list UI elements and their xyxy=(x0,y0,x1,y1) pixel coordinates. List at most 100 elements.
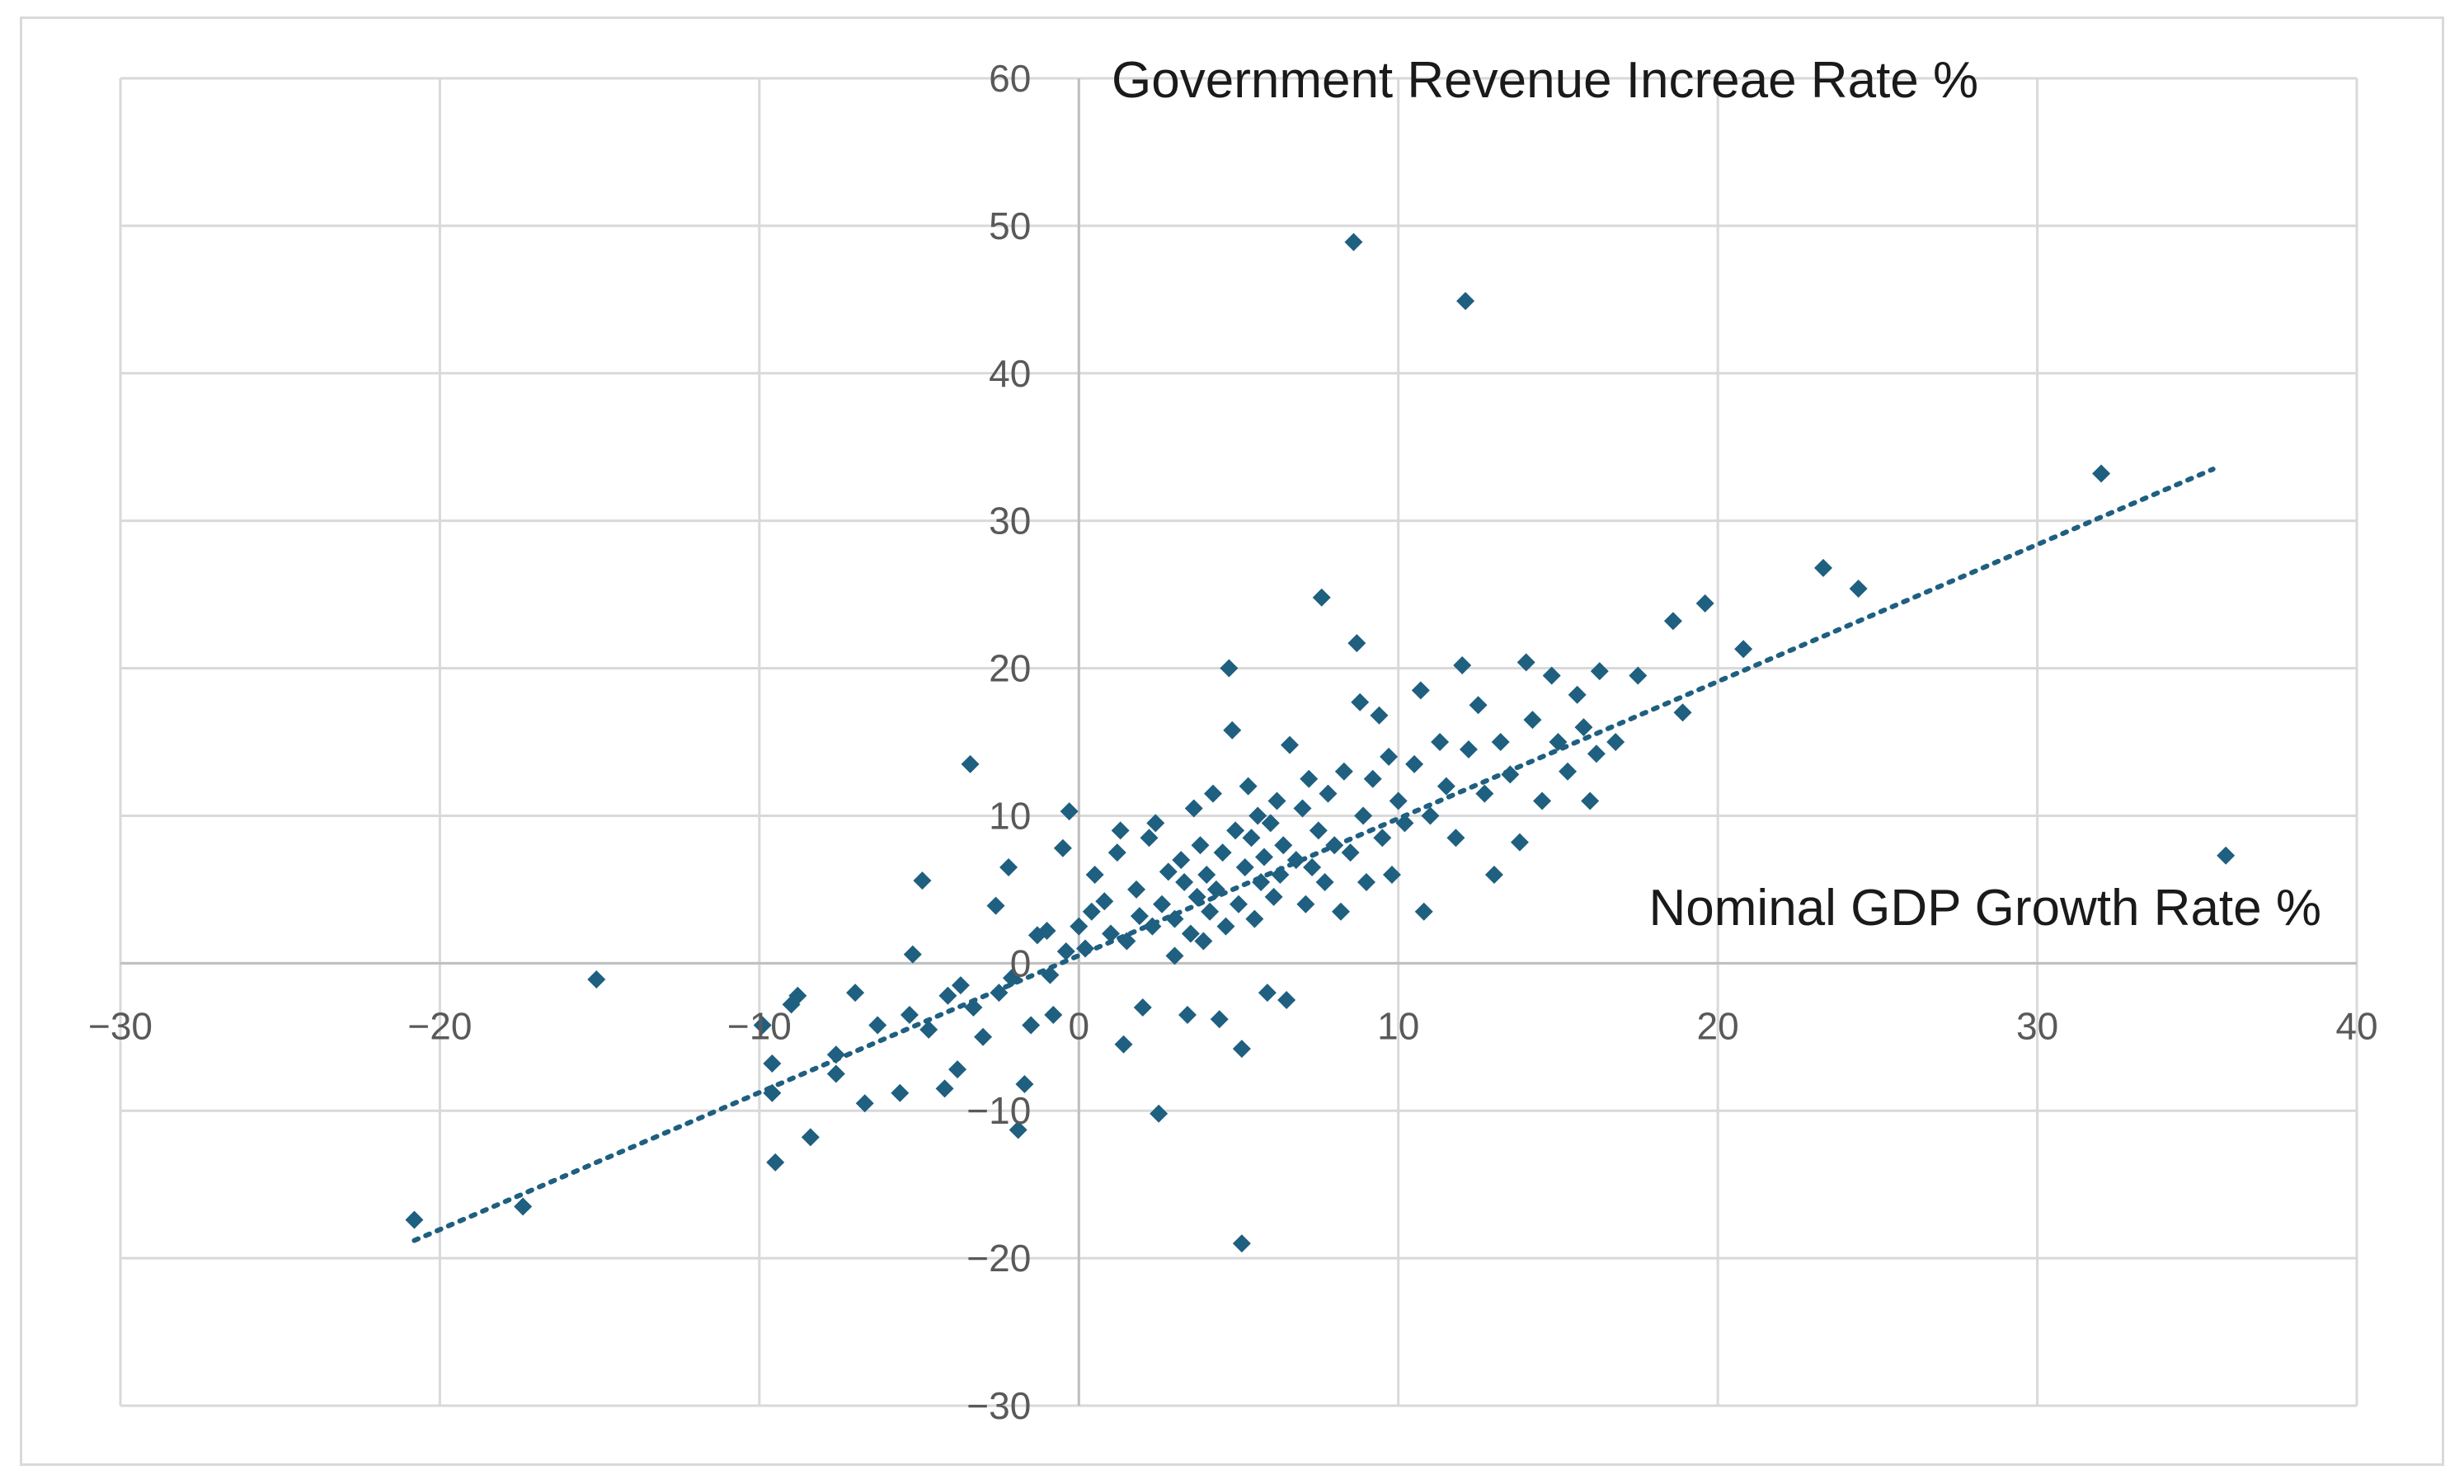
data-point xyxy=(1549,733,1568,751)
data-point xyxy=(1181,924,1200,943)
trendline-group xyxy=(411,467,2216,1243)
data-point xyxy=(1076,939,1095,958)
data-point xyxy=(801,1128,820,1147)
data-point xyxy=(1242,829,1261,848)
data-point xyxy=(1663,612,1682,631)
data-point xyxy=(1559,762,1578,781)
data-point xyxy=(935,1079,954,1098)
data-point xyxy=(986,896,1005,915)
data-point xyxy=(1574,718,1593,737)
data-point xyxy=(1469,696,1488,715)
data-point xyxy=(1431,733,1450,751)
data-point xyxy=(1044,1005,1063,1024)
tick-labels: −30 −20 −10 0 10 20 30 40 60 50 40 30 20 10 0 −10 −20 −30 xyxy=(88,57,2378,1427)
data-point xyxy=(1286,851,1305,870)
data-point xyxy=(1178,1005,1197,1024)
data-point xyxy=(1813,558,1832,577)
data-point xyxy=(788,986,807,1005)
data-point xyxy=(1146,814,1165,833)
trendline xyxy=(411,467,2216,1243)
data-point xyxy=(753,1016,772,1035)
data-point xyxy=(891,1083,910,1102)
data-point xyxy=(1395,814,1414,833)
data-point xyxy=(1606,733,1625,751)
x-tick-label: −30 xyxy=(88,1004,153,1047)
data-point xyxy=(1102,924,1121,943)
data-point xyxy=(903,945,922,964)
data-point xyxy=(1405,754,1424,773)
data-point xyxy=(964,998,983,1017)
data-point xyxy=(1127,880,1146,899)
data-point xyxy=(1484,866,1503,884)
data-point xyxy=(1357,872,1375,891)
data-point xyxy=(1363,769,1382,788)
data-point xyxy=(1344,232,1363,251)
data-point xyxy=(1165,909,1184,928)
axes xyxy=(120,78,2357,1406)
data-point xyxy=(1095,892,1114,911)
data-point xyxy=(763,1083,782,1102)
grid-lines xyxy=(119,77,2358,1407)
data-point xyxy=(1315,872,1334,891)
data-point xyxy=(1331,902,1350,921)
data-point xyxy=(1232,1040,1251,1059)
data-point xyxy=(1459,740,1478,758)
data-point xyxy=(826,1064,845,1083)
x-tick-label: 40 xyxy=(2335,1004,2377,1047)
data-point xyxy=(1153,895,1172,913)
data-point xyxy=(1041,965,1060,984)
x-tick-label: 0 xyxy=(1068,1004,1089,1047)
data-point xyxy=(587,970,606,989)
data-point xyxy=(1053,838,1072,857)
data-point xyxy=(1248,806,1267,825)
data-point xyxy=(951,976,970,995)
y-tick-label: −30 xyxy=(966,1384,1031,1427)
data-point xyxy=(1370,706,1389,725)
data-point xyxy=(2092,464,2111,483)
data-point xyxy=(1380,747,1399,766)
data-point xyxy=(1325,836,1344,855)
x-tick-label: 20 xyxy=(1697,1004,1739,1047)
data-point xyxy=(1159,862,1178,881)
data-point xyxy=(1002,969,1021,988)
x-tick-label: 30 xyxy=(2016,1004,2058,1047)
data-point xyxy=(1590,662,1609,681)
data-point xyxy=(1239,777,1258,796)
data-point xyxy=(913,871,932,890)
data-point xyxy=(1280,735,1299,754)
data-point xyxy=(1533,791,1552,810)
data-point xyxy=(1849,579,1868,598)
data-point xyxy=(1523,711,1542,730)
data-point xyxy=(1501,765,1520,784)
data-point xyxy=(1022,1016,1041,1035)
data-point xyxy=(1216,917,1235,936)
data-point xyxy=(855,1094,874,1113)
data-point xyxy=(1382,866,1401,884)
data-point xyxy=(1204,784,1223,803)
y-tick-label: −20 xyxy=(966,1237,1031,1280)
data-point xyxy=(1491,733,1510,751)
data-point xyxy=(1341,843,1360,862)
data-point xyxy=(1695,594,1714,613)
chart-frame xyxy=(20,16,2444,1466)
data-point xyxy=(1245,909,1264,928)
data-point xyxy=(1303,858,1322,877)
data-point xyxy=(1354,806,1373,825)
data-point xyxy=(1206,880,1225,899)
data-point xyxy=(1037,921,1056,940)
data-point xyxy=(1070,917,1089,936)
y-tick-label: −10 xyxy=(966,1089,1031,1132)
data-point xyxy=(766,1153,785,1172)
y-tick-label: 10 xyxy=(989,794,1031,837)
data-point xyxy=(1117,932,1136,951)
data-point xyxy=(1510,833,1529,852)
data-point xyxy=(1587,744,1606,763)
x-axis-title: Nominal GDP Growth Rate % xyxy=(1649,880,2321,937)
data-point xyxy=(1437,777,1455,796)
data-point xyxy=(1175,872,1194,891)
data-point xyxy=(1009,1120,1027,1139)
data-point xyxy=(1261,814,1280,833)
data-point xyxy=(514,1197,533,1216)
x-tick-label: −10 xyxy=(727,1004,792,1047)
